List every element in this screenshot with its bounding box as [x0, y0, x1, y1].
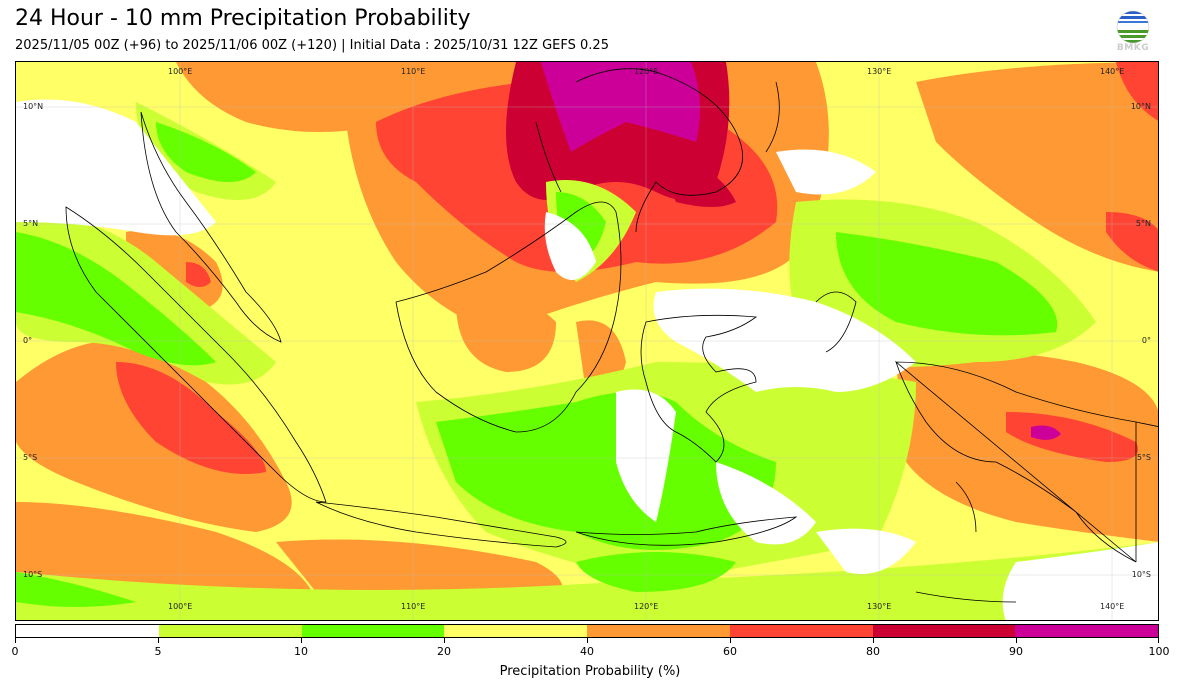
colorbar-segment: [301, 625, 445, 637]
lat-label: 10°N: [23, 102, 44, 111]
colorbar-tick-label: 60: [723, 645, 737, 658]
colorbar-segment: [872, 625, 1016, 637]
colorbar-tick: [444, 638, 445, 643]
field-0-5: [16, 99, 1158, 620]
precipitation-map: 100°E 100°E 110°E 110°E 120°E 120°E 130°E 130°E…: [15, 61, 1159, 621]
logo-text: BMKG: [1116, 43, 1150, 53]
colorbar-segment: [729, 625, 873, 637]
colorbar-tick: [1016, 638, 1017, 643]
lon-label: 140°E: [1100, 602, 1125, 611]
colorbar: [15, 624, 1159, 638]
lon-label: 130°E: [867, 602, 892, 611]
colorbar-tick: [301, 638, 302, 643]
colorbar-tick-label: 40: [580, 645, 594, 658]
colorbar-tick: [587, 638, 588, 643]
colorbar-tick: [15, 638, 16, 643]
colorbar-tick: [730, 638, 731, 643]
colorbar-segment: [587, 625, 730, 637]
colorbar-tick-label: 5: [154, 645, 162, 658]
chart-title: 24 Hour - 10 mm Precipitation Probabilit…: [15, 6, 471, 31]
lat-label: 10°S: [23, 570, 43, 579]
lon-label: 130°E: [867, 67, 892, 76]
lat-label: 10°S: [1131, 570, 1151, 579]
graticule: [16, 62, 1158, 620]
colorbar-segment: [158, 625, 302, 637]
colorbar-tick-label: 10: [294, 645, 308, 658]
chart-subtitle: 2025/11/05 00Z (+96) to 2025/11/06 00Z (…: [15, 38, 609, 53]
lat-label: 5°N: [23, 219, 39, 228]
colorbar-tick-label: 80: [866, 645, 880, 658]
coastlines: [65, 68, 1158, 603]
lon-label: 120°E: [634, 602, 659, 611]
lon-label: 100°E: [168, 602, 193, 611]
colorbar-tick-label: 20: [437, 645, 451, 658]
lat-label: 10°N: [1130, 102, 1151, 111]
colorbar-tick: [873, 638, 874, 643]
colorbar-segment: [16, 625, 159, 637]
lat-label: 0°: [23, 336, 33, 345]
lon-label: 140°E: [1100, 67, 1125, 76]
colorbar-tick-label: 0: [11, 645, 19, 658]
lat-label: 5°S: [23, 453, 38, 462]
logo-globe-icon: [1116, 10, 1150, 44]
lon-label: 100°E: [168, 67, 193, 76]
lat-label: 0°: [1141, 336, 1151, 345]
field-40-60: [16, 62, 1158, 612]
field-10-20: [16, 122, 1058, 607]
lon-label: 120°E: [634, 67, 659, 76]
probability-field: [16, 62, 1158, 620]
lon-label: 110°E: [401, 67, 426, 76]
colorbar-segment: [444, 625, 587, 637]
colorbar-tick-label: 100: [1148, 645, 1170, 658]
colorbar-segment: [1015, 625, 1158, 637]
bmkg-logo: BMKG: [1114, 10, 1152, 56]
colorbar-label: Precipitation Probability (%): [499, 664, 681, 679]
lon-label: 110°E: [401, 602, 426, 611]
colorbar-tick: [158, 638, 159, 643]
lat-label: 5°N: [1135, 219, 1151, 228]
colorbar-tick-label: 90: [1009, 645, 1023, 658]
colorbar-tick: [1158, 638, 1159, 643]
lat-label: 5°S: [1136, 453, 1151, 462]
